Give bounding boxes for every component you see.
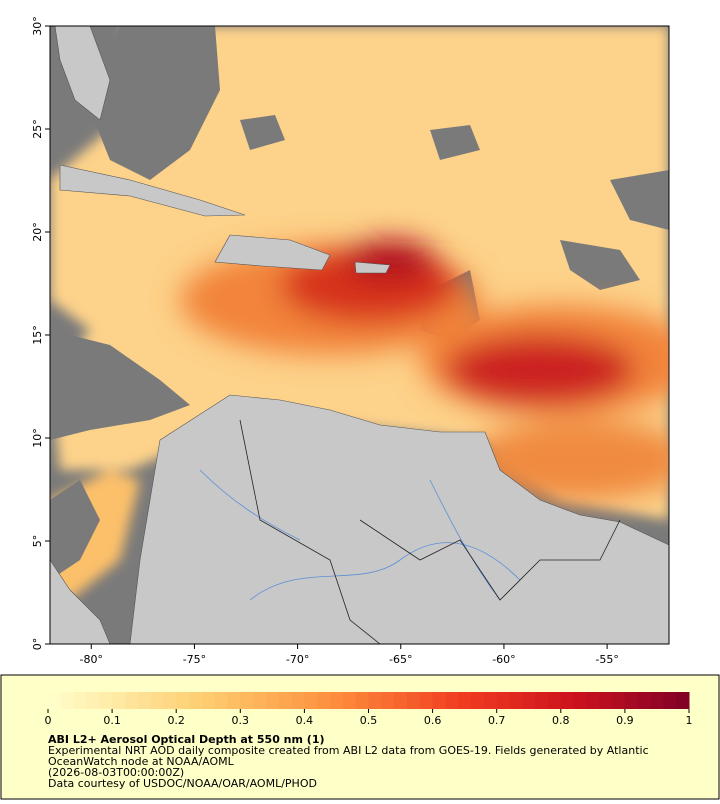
colorbar-cell [535,692,549,709]
colorbar-tick-label: 0.7 [488,714,506,727]
colorbar-cell [676,692,690,709]
colorbar-cell [304,692,318,709]
x-tick-label: -60° [492,653,515,666]
colorbar-cell [650,692,664,709]
borders [239,419,621,644]
colorbar-tick-label: 0.6 [424,714,442,727]
y-tick-label: 25° [31,119,44,139]
caption-line: Experimental NRT AOD daily composite cre… [48,744,649,757]
colorbar-cell [201,692,216,709]
colorbar-cell [240,692,254,709]
colorbar-cell [445,692,459,709]
map [50,26,669,644]
colorbar-cell [48,692,62,709]
colorbar-cell [368,692,382,709]
colorbar-cell [458,692,472,709]
aerosol-plume [180,240,669,500]
colorbar: 0 0.1 0.2 0.3 0.4 0.5 0.6 0.7 0.8 0.9 1 [45,692,693,727]
colorbar-tick-label: 0.1 [103,714,121,727]
colorbar-cell [599,692,613,709]
colorbar-cell [330,692,344,709]
y-tick-label: 30° [31,16,44,36]
colorbar-cell [342,692,357,709]
colorbar-cell [278,692,293,709]
colorbar-tick-label: 0.4 [296,714,314,727]
x-tick-label: -65° [389,653,412,666]
colorbar-cell [624,692,639,709]
colorbar-cell [150,692,164,709]
y-tick-label: 10° [31,428,44,448]
colorbar-cell [547,692,562,709]
caption-line: Data courtesy of USDOC/NOAA/OAR/AOML/PHO… [48,777,317,790]
land [50,26,669,644]
colorbar-cell [112,692,126,709]
colorbar-cell [394,692,408,709]
caption-line: OceanWatch node at NOAA/AOML [48,755,235,768]
colorbar-cell [86,692,100,709]
colorbar-cell [381,692,395,709]
colorbar-tick-label: 0.5 [360,714,378,727]
colorbar-cell [176,692,190,709]
colorbar-cell [432,692,446,709]
colorbar-tick-label: 0 [45,714,52,727]
colorbar-cell [573,692,587,709]
x-tick-label: -75° [183,653,206,666]
x-tick-label: -80° [80,653,103,666]
colorbar-cell [406,692,421,709]
colorbar-tick-label: 0.9 [616,714,634,727]
colorbar-cell [522,692,536,709]
colorbar-cell [612,692,626,709]
axes: -80° -75° -70° -65° -60° -55° 0° 5° 10° 15° 20° 25°… [31,16,619,666]
colorbar-cell [419,692,434,709]
colorbar-cell [137,692,152,709]
colorbar-cell [509,692,523,709]
colorbar-cell [227,692,241,709]
colorbar-tick-label: 0.3 [232,714,250,727]
rivers [199,469,521,601]
colorbar-tick-label: 0.8 [552,714,570,727]
colorbar-cell [291,692,305,709]
x-tick-label: -70° [286,653,309,666]
caption-title: ABI L2+ Aerosol Optical Depth at 550 nm … [48,733,325,746]
colorbar-cell [265,692,280,709]
colorbar-cell [586,692,600,709]
colorbar-cell [496,692,511,709]
colorbar-cell [163,692,177,709]
y-tick-label: 15° [31,325,44,345]
colorbar-tick-label: 0.2 [167,714,185,727]
colorbar-cell [214,692,228,709]
colorbar-cell [124,692,139,709]
colorbar-cell [663,692,677,709]
colorbar-cell [560,692,575,709]
y-tick-label: 20° [31,222,44,242]
y-tick-label: 5° [31,535,44,548]
colorbar-cell [253,692,267,709]
y-tick-label: 0° [31,638,44,651]
caption-line: (2026-08-03T00:00:00Z) [48,766,184,779]
x-tick-label: -55° [595,653,618,666]
colorbar-tick-label: 1 [686,714,693,727]
colorbar-cell [60,692,75,709]
colorbar-cell [99,692,113,709]
colorbar-cell [189,692,203,709]
colorbar-cell [471,692,485,709]
colorbar-cell [355,692,369,709]
colorbar-cell [317,692,331,709]
colorbar-cell [483,692,498,709]
colorbar-cell [73,692,87,709]
colorbar-cell [637,692,652,709]
